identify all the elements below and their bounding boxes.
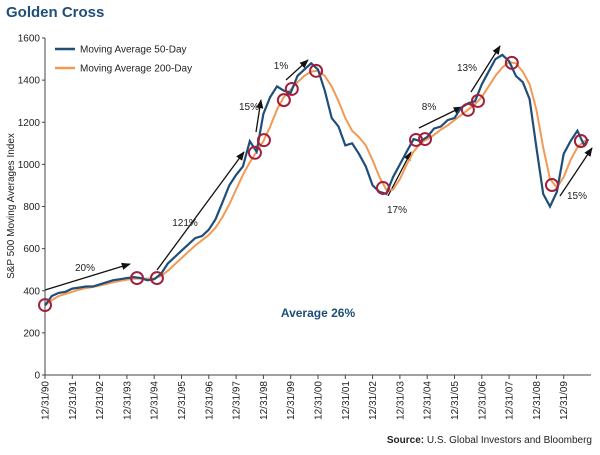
x-tick-label: 12/31/96: [204, 381, 215, 420]
y-tick-label: 600: [23, 244, 40, 255]
x-tick-label: 12/31/08: [532, 381, 543, 420]
x-tick-label: 12/31/92: [95, 381, 106, 420]
y-tick-label: 200: [23, 328, 40, 339]
series-line: [44, 61, 589, 307]
legend-label: Moving Average 50-Day: [80, 45, 187, 56]
annotation: 121%: [172, 218, 198, 229]
x-tick-label: 12/31/04: [423, 381, 434, 420]
crossover-marker: [375, 180, 390, 195]
x-tick-label: 12/31/90: [41, 381, 52, 420]
annotation: 15%: [567, 191, 587, 202]
annotation: 15%: [239, 102, 259, 113]
x-tick-label: 12/31/06: [477, 381, 488, 420]
annotation: 17%: [387, 205, 407, 216]
x-tick-label: 12/31/09: [559, 381, 570, 420]
crossover-marker: [470, 93, 485, 108]
x-tick-label: 12/31/95: [177, 381, 188, 420]
crossover-marker: [276, 93, 291, 108]
y-tick-label: 800: [23, 202, 40, 213]
average-label: Average 26%: [281, 306, 356, 320]
y-tick-label: 1600: [18, 34, 41, 45]
x-tick-label: 12/31/93: [122, 381, 133, 420]
source: Source: U.S. Global Investors and Bloomb…: [387, 435, 592, 446]
x-tick-label: 12/31/94: [150, 381, 161, 420]
y-tick-label: 400: [23, 286, 40, 297]
source-text: U.S. Global Investors and Bloomberg: [427, 435, 592, 446]
x-tick-label: 12/31/00: [314, 381, 325, 420]
crossover-marker: [409, 132, 424, 147]
x-tick-label: 12/31/07: [505, 381, 516, 420]
chart-title: Golden Cross: [6, 4, 104, 21]
x-tick-label: 12/31/05: [450, 381, 461, 420]
y-tick-label: 1000: [18, 160, 41, 171]
x-tick-label: 12/31/98: [259, 381, 270, 420]
x-tick-label: 12/31/02: [368, 381, 379, 420]
annotation: 13%: [457, 63, 477, 74]
y-tick-label: 1200: [18, 118, 41, 129]
crossover-marker: [544, 178, 559, 193]
x-tick-label: 12/31/99: [286, 381, 297, 420]
source-label: Source:: [387, 435, 424, 446]
annotation: 8%: [422, 102, 437, 113]
crossover-marker: [38, 298, 52, 313]
crossover-marker: [256, 133, 271, 148]
crossover-marker: [130, 271, 145, 286]
x-tick-label: 12/31/01: [341, 381, 352, 420]
crossover-marker: [460, 102, 475, 117]
arrows: [44, 45, 593, 291]
y-tick-label: 1400: [18, 76, 41, 87]
crossover-marker: [504, 55, 519, 70]
crossover-marker: [418, 132, 433, 147]
annotation: 20%: [75, 263, 95, 274]
series-line: [44, 53, 590, 307]
crossover-marker: [149, 271, 164, 286]
x-tick-label: 12/31/91: [68, 381, 79, 420]
crossover-marker: [247, 145, 262, 160]
legend-label: Moving Average 200-Day: [80, 64, 192, 75]
crossover-marker: [309, 63, 324, 78]
y-tick-label: 0: [34, 371, 40, 382]
x-tick-label: 12/31/97: [232, 381, 243, 420]
crossover-marker: [573, 133, 588, 148]
crossover-marker: [284, 81, 299, 96]
y-axis-label: S&P 500 Moving Averages Index: [6, 133, 17, 279]
annotation: 1%: [274, 61, 289, 72]
x-tick-label: 12/31/03: [395, 381, 406, 420]
